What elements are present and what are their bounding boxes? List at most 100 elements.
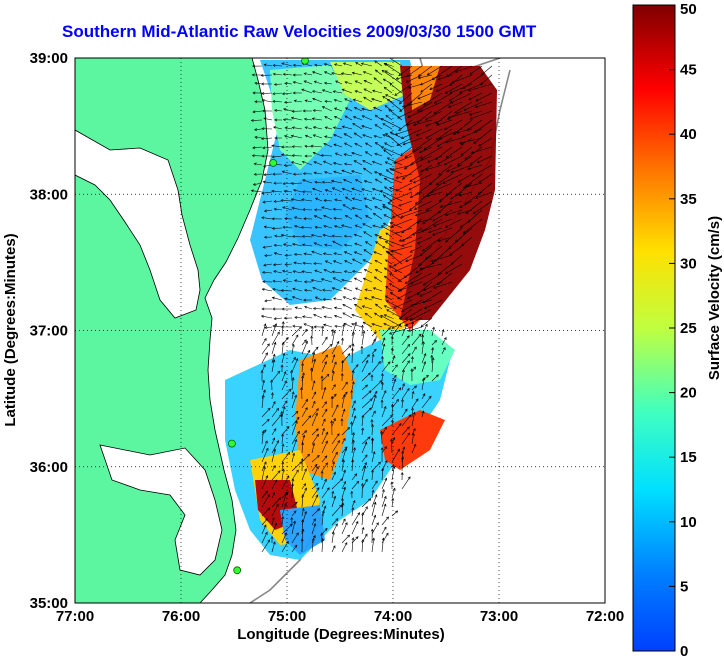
velocity-arrow-head xyxy=(361,427,365,431)
velocity-arrow xyxy=(291,395,297,409)
velocity-arrow xyxy=(429,83,443,90)
velocity-arrow xyxy=(321,455,328,463)
velocity-arrow xyxy=(305,135,313,139)
velocity-arrow-head xyxy=(280,289,284,292)
velocity-arrow xyxy=(381,496,387,508)
velocity-arrow xyxy=(381,538,384,553)
velocity-arrow-head xyxy=(436,282,440,286)
velocity-arrow-head xyxy=(324,478,327,482)
colorbar-tick-label: 40 xyxy=(680,126,697,143)
velocity-arrow xyxy=(303,323,313,328)
velocity-arrow-head xyxy=(284,380,287,384)
velocity-arrow xyxy=(344,260,353,265)
velocity-arrow-head xyxy=(315,483,319,486)
velocity-arrow-head xyxy=(362,223,366,226)
velocity-arrow xyxy=(323,225,333,229)
velocity-arrow-head xyxy=(373,77,377,81)
velocity-arrow xyxy=(333,162,343,166)
velocity-arrow-head xyxy=(341,502,345,506)
velocity-arrow-head xyxy=(344,196,348,200)
velocity-arrow xyxy=(261,394,264,409)
y-tick-label: 35:00 xyxy=(30,595,68,612)
velocity-arrow xyxy=(291,439,297,454)
velocity-arrow-head xyxy=(360,345,364,349)
velocity-arrow-head xyxy=(402,446,406,450)
velocity-arrow xyxy=(272,325,283,328)
velocity-arrow-head xyxy=(357,512,360,516)
velocity-arrow-head xyxy=(374,233,378,237)
y-tick-label: 39:00 xyxy=(30,50,68,67)
velocity-arrow xyxy=(314,242,323,247)
velocity-arrow-head xyxy=(382,96,386,99)
velocity-arrow xyxy=(364,269,373,274)
velocity-arrow xyxy=(273,126,283,130)
velocity-arrow xyxy=(311,352,315,364)
velocity-arrow xyxy=(315,197,323,202)
velocity-arrow xyxy=(404,146,423,158)
velocity-arrow-head xyxy=(373,394,377,398)
velocity-arrow-head xyxy=(292,91,296,95)
velocity-arrow-head xyxy=(333,170,337,174)
velocity-arrow xyxy=(251,119,263,121)
velocity-arrow-head xyxy=(374,206,378,209)
velocity-arrow xyxy=(351,421,353,436)
velocity-arrow xyxy=(333,171,343,175)
velocity-arrow-head xyxy=(254,128,258,132)
velocity-arrow-head xyxy=(353,251,357,255)
velocity-arrow xyxy=(390,131,403,139)
velocity-arrow-head xyxy=(363,231,367,235)
velocity-arrow-head xyxy=(361,305,365,309)
velocity-arrow-head xyxy=(312,286,316,290)
velocity-arrow-head xyxy=(252,91,256,95)
velocity-arrow-head xyxy=(303,80,307,84)
velocity-arrow xyxy=(371,338,376,346)
velocity-arrow xyxy=(264,209,273,212)
velocity-arrow-head xyxy=(435,182,439,186)
velocity-arrow-head xyxy=(394,93,398,96)
velocity-arrow-head xyxy=(352,297,356,301)
velocity-arrow-head xyxy=(371,187,376,191)
velocity-arrow xyxy=(333,208,343,211)
velocity-arrow xyxy=(323,299,333,301)
velocity-arrow xyxy=(341,522,348,535)
velocity-arrow-head xyxy=(312,307,316,311)
velocity-arrow-head xyxy=(446,169,450,173)
velocity-arrow-head xyxy=(324,135,328,139)
velocity-arrow xyxy=(475,101,493,108)
velocity-arrow-head xyxy=(333,134,337,137)
velocity-arrow xyxy=(439,200,463,208)
velocity-arrow xyxy=(272,92,283,95)
velocity-arrow xyxy=(263,263,273,266)
velocity-arrow xyxy=(382,246,403,256)
velocity-arrow xyxy=(401,426,410,436)
velocity-arrow-head xyxy=(277,331,280,335)
velocity-arrow-head xyxy=(374,178,378,182)
velocity-arrow xyxy=(351,323,363,328)
velocity-arrow xyxy=(361,479,368,490)
velocity-arrow xyxy=(363,80,373,85)
velocity-arrow-head xyxy=(361,512,365,516)
velocity-arrow xyxy=(405,254,423,262)
velocity-arrow xyxy=(352,198,363,202)
velocity-arrow-head xyxy=(423,353,427,357)
velocity-arrow-head xyxy=(390,419,394,423)
velocity-arrow-head xyxy=(410,356,414,360)
velocity-arrow-head xyxy=(445,140,449,144)
velocity-arrow-head xyxy=(334,198,338,202)
velocity-arrow xyxy=(262,200,273,203)
velocity-arrow xyxy=(427,155,443,163)
velocity-arrow xyxy=(405,308,423,320)
velocity-arrow-head xyxy=(364,462,367,466)
velocity-arrow xyxy=(274,244,283,247)
velocity-arrow xyxy=(294,280,303,283)
velocity-arrow xyxy=(333,144,343,148)
velocity-arrow-head xyxy=(380,225,384,229)
velocity-arrow xyxy=(459,200,473,208)
colorbar-tick-label: 25 xyxy=(680,320,697,337)
velocity-arrow-head xyxy=(362,71,366,74)
velocity-arrow xyxy=(324,100,333,103)
velocity-arrow xyxy=(363,96,373,103)
velocity-arrow-head xyxy=(267,539,271,543)
velocity-arrow-head xyxy=(323,386,327,391)
velocity-arrow-head xyxy=(292,452,296,456)
